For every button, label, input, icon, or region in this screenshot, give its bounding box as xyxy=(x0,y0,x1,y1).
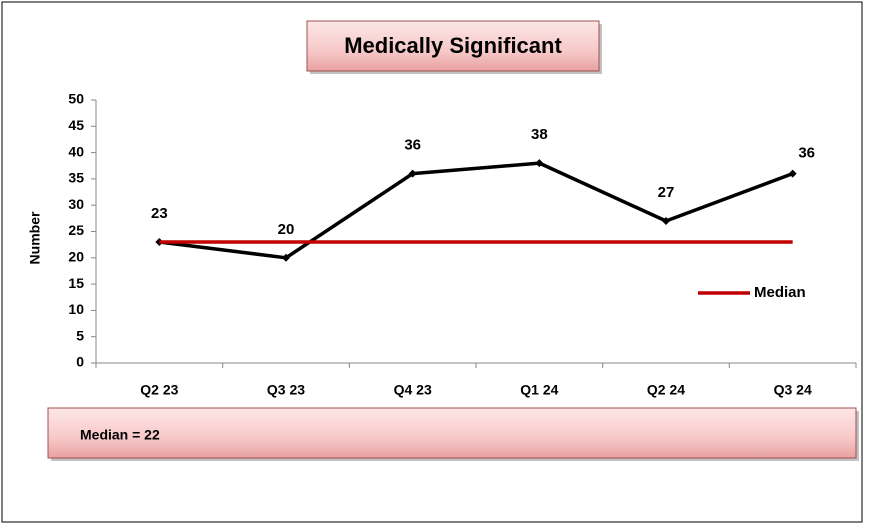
marker xyxy=(408,169,417,178)
x-tick-label: Q2 23 xyxy=(140,382,178,398)
data-label: 36 xyxy=(798,145,815,162)
x-tick-label: Q2 24 xyxy=(647,382,685,398)
y-tick-label: 30 xyxy=(68,196,84,212)
y-tick-label: 5 xyxy=(76,327,84,343)
y-tick-label: 40 xyxy=(68,143,84,159)
x-tick-label: Q3 24 xyxy=(774,382,812,398)
x-tick-label: Q3 23 xyxy=(267,382,305,398)
annotation: Median = 22 xyxy=(80,427,160,443)
y-tick-label: 10 xyxy=(68,301,84,317)
y-tick-label: 35 xyxy=(68,170,84,186)
y-tick-label: 50 xyxy=(68,91,84,107)
title-box xyxy=(306,20,600,72)
x-tick-label: Q4 23 xyxy=(394,382,432,398)
data-label: 36 xyxy=(404,137,421,154)
y-tick-label: 20 xyxy=(68,249,84,265)
marker xyxy=(282,253,290,262)
y-axis-label: Number xyxy=(27,211,43,264)
marker xyxy=(662,216,670,225)
data-label: 23 xyxy=(151,205,168,222)
series-line xyxy=(159,161,794,260)
y-tick-label: 0 xyxy=(76,354,84,370)
y-tick-label: 25 xyxy=(68,222,84,238)
marker xyxy=(788,169,797,178)
y-tick-label: 15 xyxy=(68,275,84,291)
marker xyxy=(535,159,544,168)
chart-title: Medically Significant xyxy=(344,33,562,58)
legend-label: Median xyxy=(754,284,806,301)
annotation-box xyxy=(47,407,857,459)
y-tick-label: 45 xyxy=(68,117,84,133)
data-label: 20 xyxy=(278,221,295,238)
data-label: 38 xyxy=(531,126,548,143)
data-label: 27 xyxy=(658,184,675,201)
x-tick-label: Q1 24 xyxy=(520,382,558,398)
